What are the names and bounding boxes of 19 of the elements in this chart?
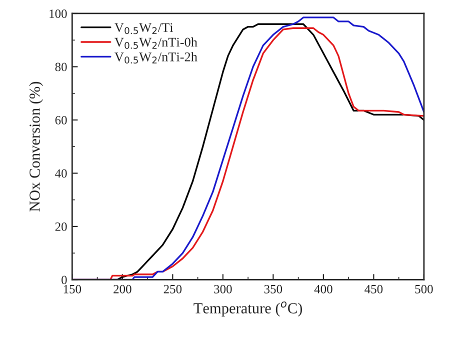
- x-tick-label: 200: [114, 284, 132, 294]
- x-tick-label: 150: [64, 284, 82, 294]
- legend-label: V$_{0.5}$W$_{2}$/nTi-0h: [114, 37, 198, 49]
- x-axis-title: Temperature ($^{o}$C): [194, 301, 302, 317]
- x-tick-label: 400: [314, 284, 332, 294]
- y-tick-label: 20: [55, 222, 67, 231]
- y-tick-label: 80: [55, 62, 67, 72]
- y-tick-label: 100: [50, 10, 67, 18]
- y-tick-label: 40: [55, 169, 67, 178]
- x-tick-label: 300: [214, 284, 232, 294]
- x-tick-label: 500: [415, 284, 433, 294]
- y-tick-label: 60: [55, 116, 67, 124]
- legend-label: V$_{0.5}$W$_{2}$/Ti: [114, 23, 174, 34]
- legend-label: V$_{0.5}$W$_{2}$/nTi-2h: [114, 52, 198, 64]
- x-tick-label: 250: [164, 284, 182, 294]
- y-axis-title: NOx Conversion (%): [29, 82, 43, 212]
- y-tick-label: 0: [62, 276, 67, 284]
- x-tick-label: 450: [364, 284, 383, 294]
- x-tick-label: 350: [264, 284, 282, 294]
